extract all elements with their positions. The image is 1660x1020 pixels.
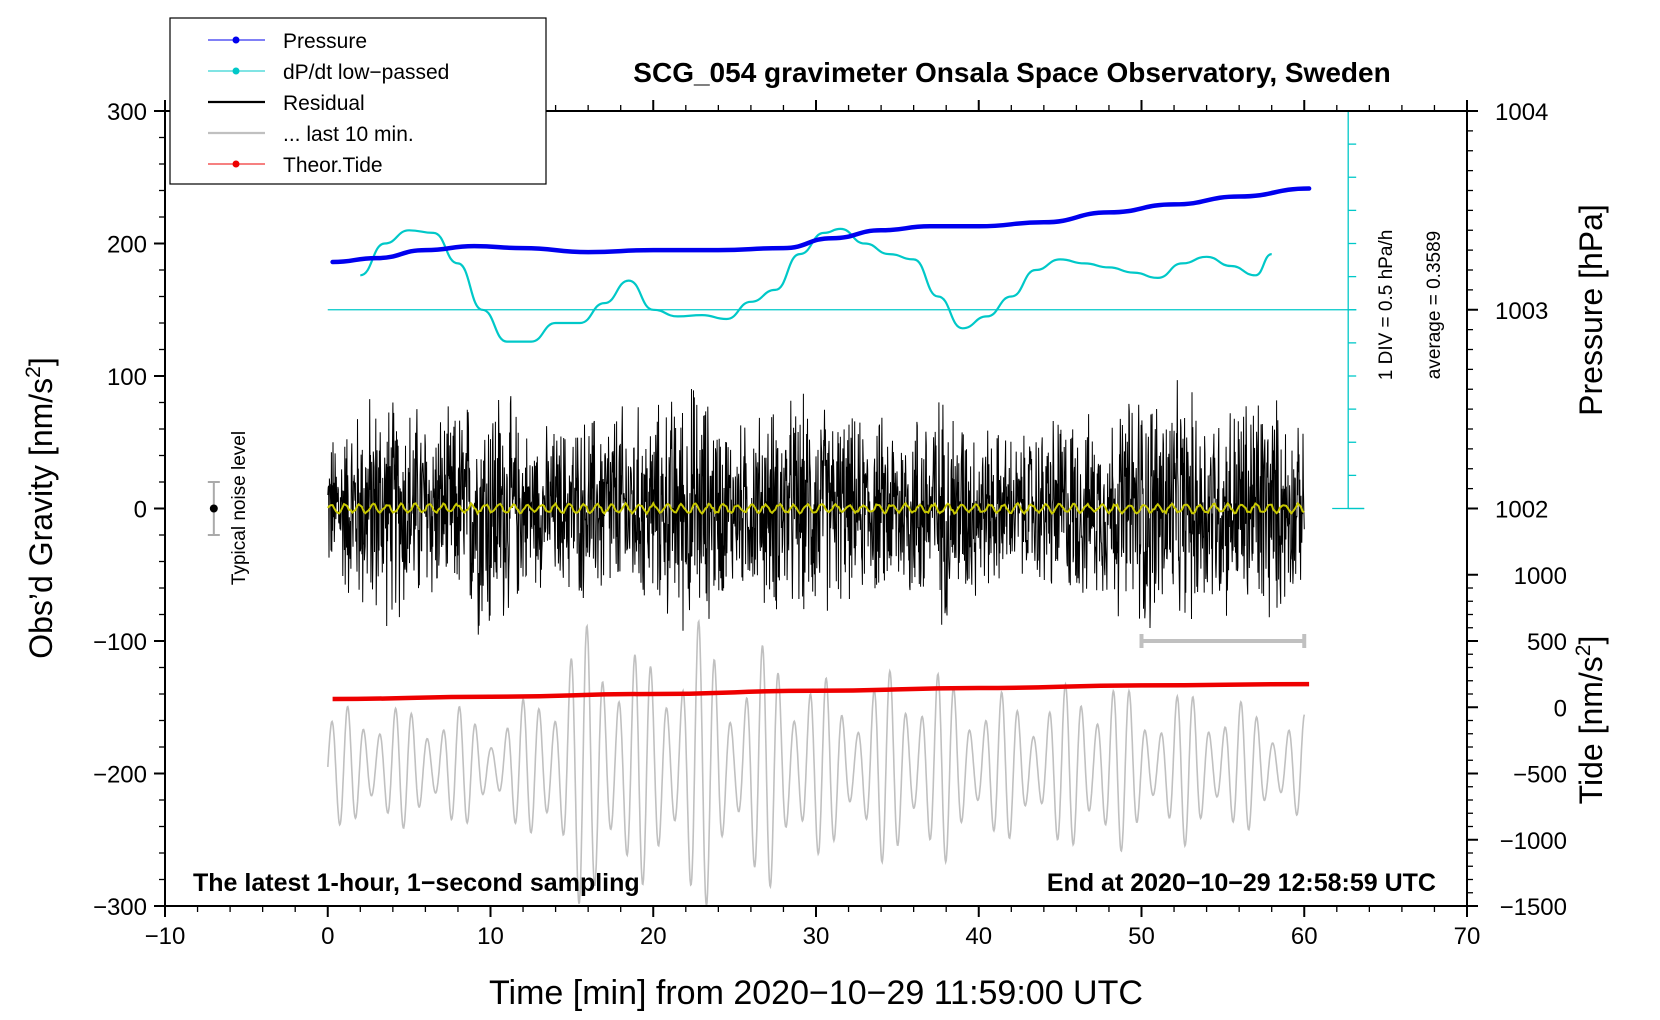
tide-tick-label: 0 — [1554, 695, 1567, 722]
y-axis-title-tide: Tide [nm/s2] — [1572, 636, 1609, 805]
y-left-end: ] — [23, 357, 59, 366]
tide-tick-label: −500 — [1513, 762, 1567, 789]
axes-layer: −10 0 10 20 30 40 50 60 70−300−200−1000100200300… — [93, 99, 1567, 950]
legend-label: Pressure — [283, 30, 367, 53]
legend-label: ... last 10 min. — [283, 123, 414, 146]
y-left-tick-label: 300 — [107, 99, 147, 126]
residual-line — [327, 380, 1305, 635]
noise-point — [209, 504, 218, 513]
dpdt-scale-label: 1 DIV = 0.5 hPa/h — [1376, 230, 1397, 381]
y-left-tick-label: 200 — [107, 232, 147, 259]
pressure-tick-label: 1004 — [1495, 99, 1548, 126]
legend-label: dP/dt low−passed — [283, 61, 449, 84]
tide-tick-label: 1000 — [1514, 563, 1567, 590]
y-tide-end: ] — [1573, 636, 1609, 645]
y-tide-sup: 2 — [1572, 645, 1595, 657]
x-tick-label: 40 — [965, 923, 992, 950]
y-left-tick-label: −200 — [93, 762, 147, 789]
dpdt-line — [359, 227, 1273, 343]
x-tick-label: 30 — [803, 923, 830, 950]
x-tick-label: 50 — [1128, 923, 1155, 950]
y-left-tick-label: 100 — [107, 364, 147, 391]
dpdt-average-label: average = 0.3589 — [1424, 231, 1445, 379]
y-tide-main: Tide [nm/s — [1573, 656, 1609, 804]
y-axis-title-left: Obs’d Gravity [nm/s2] — [22, 357, 59, 659]
noise-level-label: Typical noise level — [229, 431, 250, 585]
y-left-tick-label: −300 — [93, 894, 147, 921]
smoothed-residual-line — [327, 501, 1305, 516]
legend-label: Residual — [283, 92, 365, 115]
y-left-sup: 2 — [22, 366, 45, 378]
pressure-tick-label: 1003 — [1495, 298, 1548, 325]
theor-tide-line — [332, 681, 1310, 702]
legend-swatch-dot — [232, 160, 240, 168]
pressure-line — [330, 186, 1312, 265]
y-axis-title-pressure: Pressure [hPa] — [1573, 204, 1609, 416]
footer-right: End at 2020−10−29 12:58:59 UTC — [1047, 869, 1436, 897]
x-tick-label: 0 — [321, 923, 334, 950]
x-tick-label: −10 — [145, 923, 186, 950]
y-left-tick-label: −100 — [93, 629, 147, 656]
y-left-main: Obs’d Gravity [nm/s — [23, 378, 59, 659]
legend: Pressure dP/dt low−passed Residual ... last… — [169, 17, 547, 185]
footer-left: The latest 1-hour, 1−second sampling — [193, 869, 640, 897]
legend-swatch-dot — [232, 36, 240, 44]
x-tick-label: 20 — [640, 923, 667, 950]
chart-title: SCG_054 gravimeter Onsala Space Observat… — [633, 57, 1390, 88]
tide-tick-label: −1500 — [1500, 894, 1567, 921]
tide-tick-label: 500 — [1527, 629, 1567, 656]
tide-tick-label: −1000 — [1500, 828, 1567, 855]
x-tick-label: 70 — [1454, 923, 1481, 950]
legend-label: Theor.Tide — [283, 154, 383, 177]
x-tick-label: 10 — [477, 923, 504, 950]
last-10-min-line — [327, 618, 1306, 906]
x-tick-label: 60 — [1291, 923, 1318, 950]
series-layer — [207, 110, 1365, 906]
x-axis-title: Time [min] from 2020−10−29 11:59:00 UTC — [489, 974, 1143, 1012]
legend-swatch-dot — [232, 67, 240, 75]
pressure-tick-label: 1002 — [1495, 497, 1548, 524]
y-left-tick-label: 0 — [134, 497, 147, 524]
